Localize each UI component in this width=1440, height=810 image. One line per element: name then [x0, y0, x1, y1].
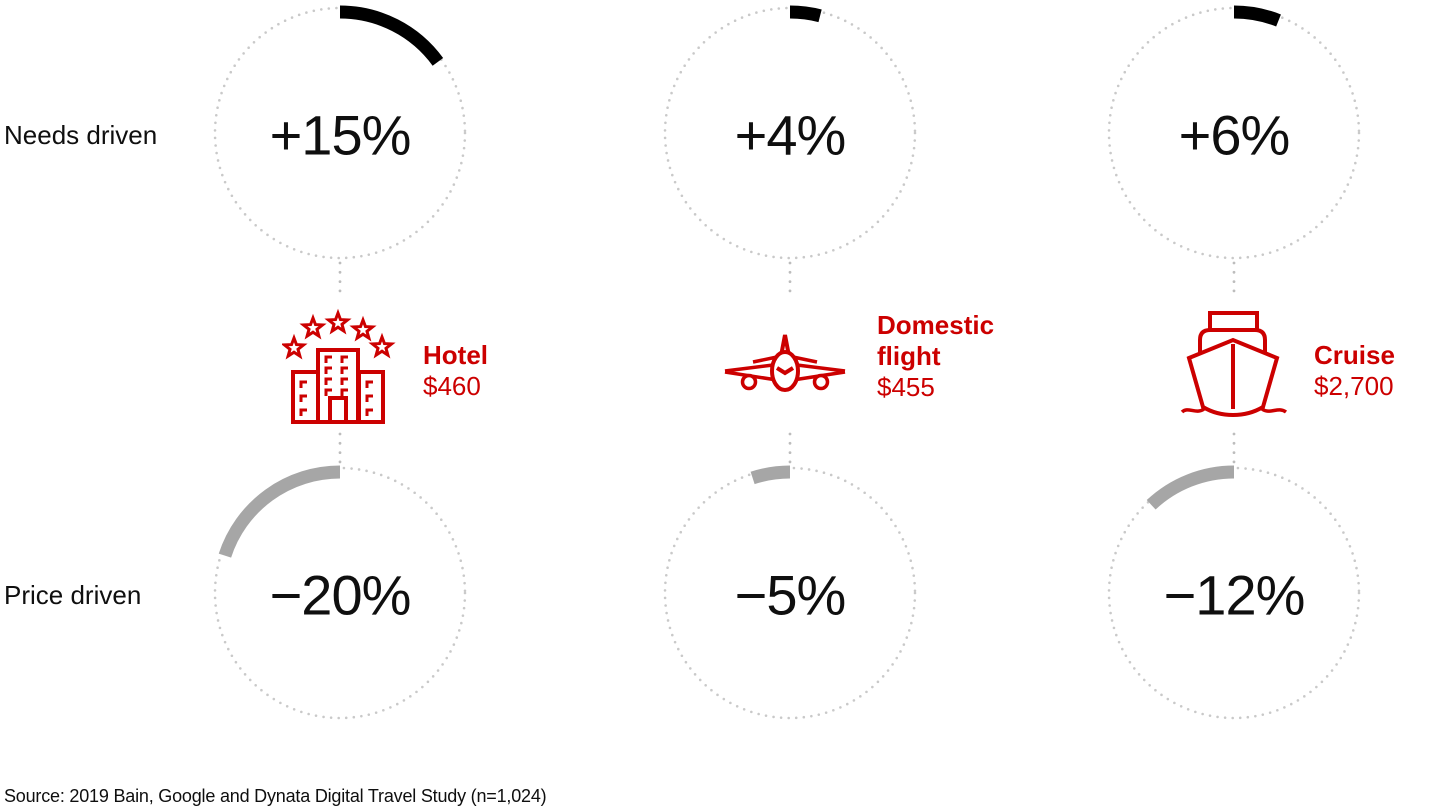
airplane-cockpit-chevron [775, 366, 795, 376]
price-arc-domestic-flight [750, 465, 791, 485]
price-value-cruise: −12% [1163, 563, 1306, 627]
water-waves [1180, 407, 1288, 414]
needs-value-domestic-flight: +4% [734, 103, 847, 167]
item-name: Hotel [423, 340, 488, 370]
dotted-ring-needs-cruise [1107, 6, 1361, 260]
star-icon [351, 318, 375, 340]
needs-value-hotel: +15% [269, 103, 412, 167]
star-icon [326, 311, 350, 333]
dotted-ring-needs-hotel [213, 6, 467, 260]
needs-arc-domestic-flight [789, 5, 822, 23]
dotted-ring-price-hotel [213, 466, 467, 720]
item-price: $460 [423, 371, 481, 401]
hotel-wing-windows [299, 380, 373, 416]
star-icon [370, 335, 394, 357]
price-value-domestic-flight: −5% [734, 563, 847, 627]
price-arc-hotel [218, 465, 341, 558]
price-value-hotel: −20% [269, 563, 412, 627]
dotted-ring-price-cruise [1107, 466, 1361, 720]
item-price: $455 [877, 372, 935, 402]
cruise-ship-icon [1180, 311, 1288, 418]
item-label-cruise: Cruise $2,700 [1314, 340, 1395, 402]
item-name: Cruise [1314, 340, 1395, 370]
hotel-tower [316, 348, 360, 424]
star-icon [282, 336, 306, 358]
ship-top-deck [1208, 311, 1259, 332]
source-note: Source: 2019 Bain, Google and Dynata Dig… [4, 786, 547, 806]
item-label-hotel: Hotel $460 [423, 340, 488, 402]
needs-driven-row-label: Needs driven [4, 120, 158, 150]
price-driven-row-label: Price driven [4, 580, 142, 610]
dotted-ring-price-domestic-flight [663, 466, 917, 720]
airplane-stabilizers [752, 355, 818, 364]
item-price: $2,700 [1314, 371, 1394, 401]
dotted-ring-needs-domestic-flight [663, 6, 917, 260]
airplane-engine-left [740, 373, 758, 391]
hotel-door [328, 396, 348, 422]
needs-value-cruise: +6% [1178, 103, 1291, 167]
item-label-domestic-flight: Domestic flight $455 [877, 310, 1009, 403]
hotel-icon [282, 311, 394, 424]
ship-superstructure [1198, 328, 1267, 358]
star-icon [301, 316, 325, 338]
needs-arc-cruise [1233, 5, 1281, 27]
airplane-engine-right [812, 373, 830, 391]
airplane-icon [724, 334, 846, 392]
hotel-tower-windows [324, 355, 348, 396]
price-arc-cruise [1146, 465, 1235, 510]
needs-arc-hotel [339, 5, 444, 66]
item-name: Domestic flight [877, 310, 995, 371]
hotel-left-wing [291, 370, 320, 424]
